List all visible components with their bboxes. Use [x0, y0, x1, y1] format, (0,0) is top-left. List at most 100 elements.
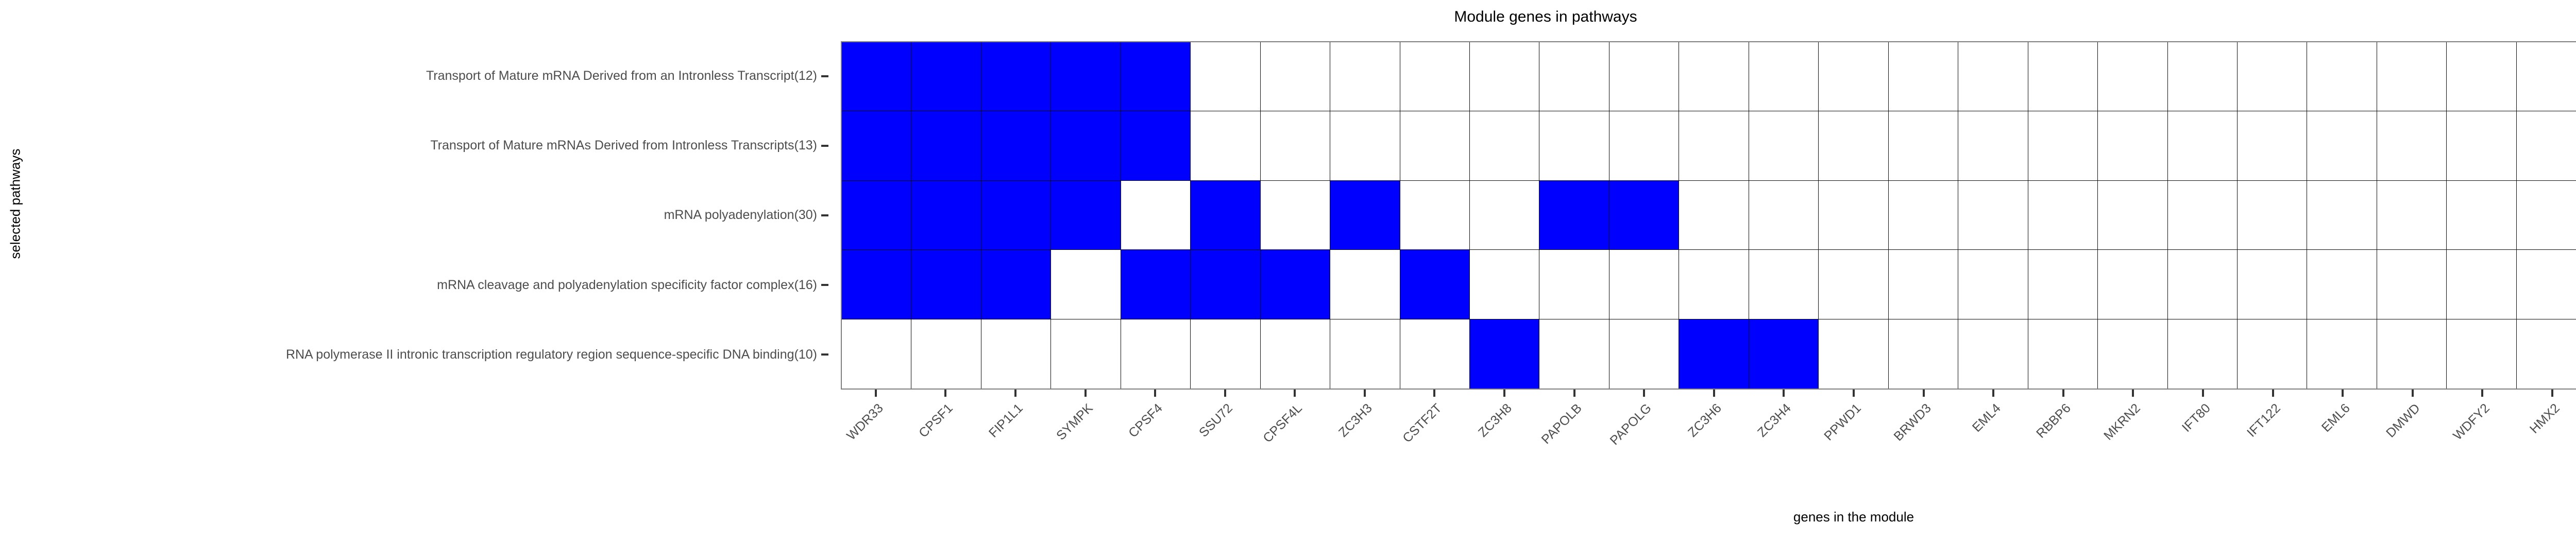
- heatmap-cell: [2237, 319, 2308, 389]
- heatmap-cell: [1121, 250, 1191, 319]
- heatmap-cell: [1191, 42, 1261, 112]
- heatmap-cell: [2098, 180, 2168, 250]
- heatmap-cell: [1819, 42, 1889, 112]
- x-axis-tick-label: CPSF4: [1126, 401, 1165, 441]
- x-axis-tick-mark: [1643, 390, 1646, 397]
- heatmap-cell: [1749, 111, 1819, 181]
- y-axis-tick-label: RNA polymerase II intronic transcription…: [285, 347, 817, 362]
- heatmap-cell: [1260, 42, 1331, 112]
- heatmap-cell: [1958, 250, 2028, 319]
- x-axis-tick-label: WDFY2: [2450, 401, 2493, 443]
- heatmap-panel: [841, 41, 2576, 390]
- heatmap-cell: [1191, 319, 1261, 389]
- x-axis-tick-label: CPSF1: [916, 401, 956, 441]
- heatmap-cell: [2447, 180, 2517, 250]
- heatmap-cell: [911, 250, 981, 319]
- heatmap-cell: [1400, 250, 1470, 319]
- y-axis-tick-mark: [821, 214, 828, 216]
- heatmap-cell: [1609, 319, 1680, 389]
- x-axis-title: genes in the module: [1793, 509, 1914, 525]
- heatmap-cell: [2028, 250, 2098, 319]
- x-axis-tick-label: FIP1L1: [986, 401, 1026, 441]
- heatmap-cell: [1330, 319, 1400, 389]
- heatmap-cell: [1679, 250, 1749, 319]
- x-axis-tick-mark: [1014, 390, 1016, 397]
- x-axis-tick-mark: [1853, 390, 1855, 397]
- y-axis-tick-label: Transport of Mature mRNAs Derived from I…: [430, 138, 817, 153]
- heatmap-cell: [2447, 319, 2517, 389]
- x-axis-tick-mark: [2201, 390, 2204, 397]
- x-axis-tick-mark: [1573, 390, 1575, 397]
- heatmap-cell: [2237, 111, 2308, 181]
- y-axis-tick-label: mRNA polyadenylation(30): [664, 208, 817, 223]
- heatmap-cell: [1679, 319, 1749, 389]
- heatmap-cell: [1051, 111, 1121, 181]
- heatmap-cell: [1191, 111, 1261, 181]
- heatmap-cell: [1121, 180, 1191, 250]
- heatmap-cell: [2098, 42, 2168, 112]
- heatmap-cell: [1470, 180, 1540, 250]
- heatmap-cell: [2516, 319, 2576, 389]
- heatmap-grid: [842, 42, 2576, 389]
- y-axis-tick-mark: [821, 75, 828, 77]
- heatmap-cell: [2377, 319, 2447, 389]
- heatmap-cell: [1749, 42, 1819, 112]
- heatmap-cell: [1400, 111, 1470, 181]
- heatmap-cell: [2098, 319, 2168, 389]
- heatmap-cell: [981, 111, 1052, 181]
- heatmap-cell: [1260, 319, 1331, 389]
- heatmap-cell: [2307, 180, 2377, 250]
- heatmap-cell: [981, 180, 1052, 250]
- heatmap-cell: [1539, 319, 1609, 389]
- heatmap-cell: [2447, 250, 2517, 319]
- x-axis-tick-label: DMWD: [2383, 401, 2423, 441]
- heatmap-cell: [1819, 250, 1889, 319]
- heatmap-cell: [2377, 42, 2447, 112]
- heatmap-cell: [2167, 111, 2238, 181]
- heatmap-cell: [1470, 319, 1540, 389]
- x-axis-tick-label: PPWD1: [1821, 401, 1864, 444]
- heatmap-cell: [981, 42, 1052, 112]
- heatmap-cell: [1260, 111, 1331, 181]
- x-axis-tick-label: WDR33: [843, 401, 886, 443]
- x-axis-tick-mark: [2062, 390, 2064, 397]
- heatmap-cell: [1051, 42, 1121, 112]
- heatmap-cell: [1609, 111, 1680, 181]
- x-axis-tick-mark: [1154, 390, 1157, 397]
- heatmap-cell: [1539, 250, 1609, 319]
- x-axis-tick-label: PAPOLB: [1538, 401, 1585, 447]
- x-axis-tick-mark: [1084, 390, 1087, 397]
- x-axis-tick-mark: [1922, 390, 1925, 397]
- heatmap-cell: [2516, 180, 2576, 250]
- heatmap-cell: [1260, 250, 1331, 319]
- heatmap-cell: [1958, 111, 2028, 181]
- heatmap-cell: [1609, 250, 1680, 319]
- x-axis-tick-label: CSTF2T: [1400, 401, 1445, 446]
- x-axis-tick-label: ZC3H3: [1335, 401, 1375, 440]
- y-axis-tick-label: mRNA cleavage and polyadenylation specif…: [437, 277, 817, 292]
- heatmap-cell: [2167, 180, 2238, 250]
- heatmap-cell: [1609, 42, 1680, 112]
- heatmap-cell: [1400, 180, 1470, 250]
- heatmap-cell: [2237, 250, 2308, 319]
- heatmap-cell: [1191, 250, 1261, 319]
- heatmap-cell: [2307, 319, 2377, 389]
- x-axis-tick-label: EML6: [2318, 401, 2353, 435]
- x-axis-tick-mark: [2481, 390, 2484, 397]
- heatmap-cell: [2028, 319, 2098, 389]
- x-axis-tick-label: HMX2: [2527, 401, 2563, 436]
- heatmap-cell: [2447, 111, 2517, 181]
- heatmap-cell: [911, 111, 981, 181]
- x-axis-tick-label: ZC3H6: [1685, 401, 1724, 440]
- heatmap-cell: [2167, 250, 2238, 319]
- heatmap-cell: [1051, 319, 1121, 389]
- heatmap-cell: [2098, 111, 2168, 181]
- heatmap-cell: [911, 42, 981, 112]
- x-axis-tick-mark: [2411, 390, 2414, 397]
- x-axis-tick-mark: [1433, 390, 1436, 397]
- heatmap-cell: [2028, 180, 2098, 250]
- heatmap-cell: [842, 250, 912, 319]
- heatmap-cell: [1539, 111, 1609, 181]
- heatmap-cell: [1470, 111, 1540, 181]
- heatmap-cell: [842, 42, 912, 112]
